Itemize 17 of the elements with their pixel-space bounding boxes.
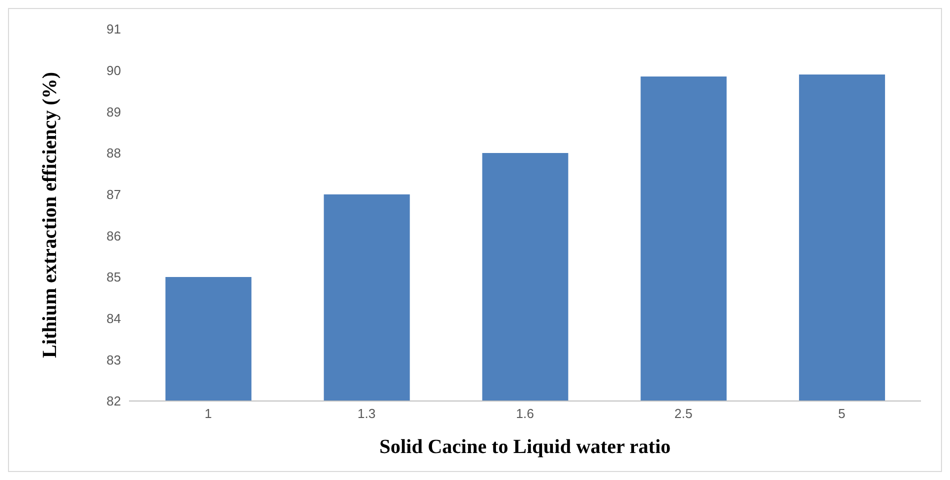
y-tick-label: 88 (106, 146, 121, 161)
y-axis-title: Lithium extraction efficiency (%) (39, 72, 62, 358)
y-tick-label: 82 (106, 394, 121, 409)
y-tick-label: 83 (106, 352, 121, 368)
x-tick-label: 2.5 (674, 406, 692, 422)
x-axis-title: Solid Cacine to Liquid water ratio (379, 436, 671, 458)
x-tick-label: 1.3 (358, 406, 376, 422)
y-tick-label: 91 (106, 22, 121, 37)
x-tick-label: 1 (204, 406, 212, 422)
y-tick-label: 85 (106, 270, 121, 285)
y-tick-label: 90 (106, 62, 121, 78)
y-tick-label: 84 (106, 310, 121, 326)
y-tick-label: 89 (106, 104, 121, 120)
x-tick-label: 5 (838, 406, 846, 422)
x-tick-label: 1.6 (516, 406, 534, 422)
y-tick-label: 87 (106, 186, 121, 202)
y-tick-label: 86 (106, 228, 121, 244)
